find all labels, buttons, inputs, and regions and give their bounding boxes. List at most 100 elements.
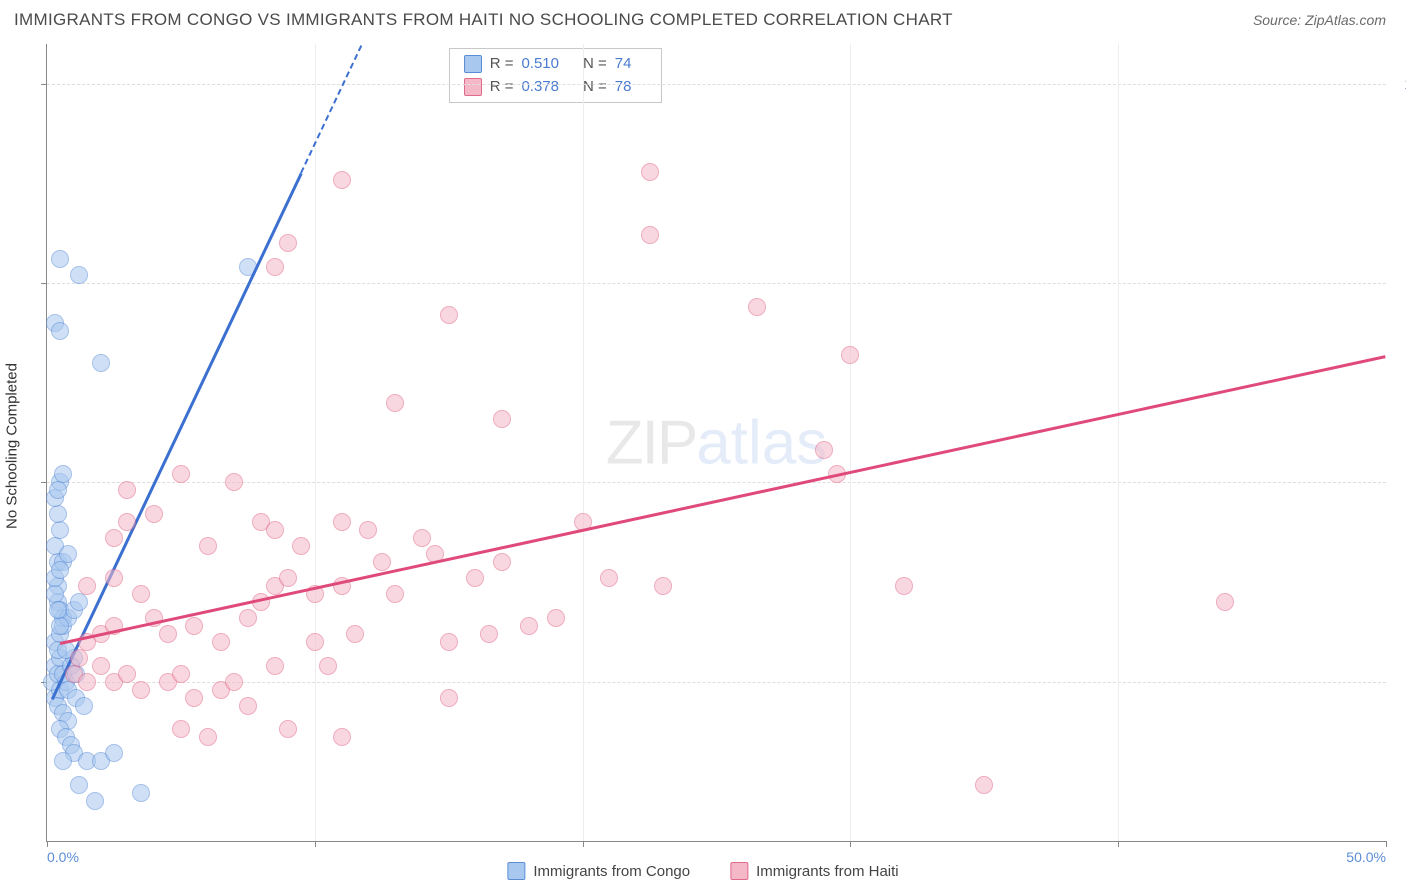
scatter-point: [59, 545, 77, 563]
chart-title: IMMIGRANTS FROM CONGO VS IMMIGRANTS FROM…: [14, 10, 953, 30]
scatter-point: [386, 585, 404, 603]
x-tick-mark: [1386, 841, 1387, 847]
scatter-point: [641, 163, 659, 181]
stat-r-label: R =: [490, 76, 514, 99]
scatter-point: [51, 561, 69, 579]
legend-swatch: [730, 862, 748, 880]
scatter-point: [159, 625, 177, 643]
y-tick-mark: [41, 283, 47, 284]
legend-label: Immigrants from Congo: [533, 863, 690, 880]
scatter-point: [49, 601, 67, 619]
scatter-point: [440, 306, 458, 324]
scatter-point: [319, 657, 337, 675]
y-tick-label: 7.5%: [1394, 275, 1406, 291]
scatter-point: [493, 410, 511, 428]
scatter-point: [212, 633, 230, 651]
scatter-point: [172, 465, 190, 483]
scatter-point: [600, 569, 618, 587]
scatter-point: [132, 681, 150, 699]
scatter-point: [748, 298, 766, 316]
scatter-point: [185, 689, 203, 707]
scatter-point: [279, 234, 297, 252]
stats-legend-box: R =0.510N =74R =0.378N =78: [449, 48, 663, 103]
stat-n-label: N =: [583, 53, 607, 76]
scatter-point: [333, 513, 351, 531]
legend-swatch: [464, 55, 482, 73]
scatter-point: [466, 569, 484, 587]
scatter-point: [132, 585, 150, 603]
scatter-point: [172, 720, 190, 738]
scatter-point: [373, 553, 391, 571]
scatter-point: [92, 657, 110, 675]
scatter-point: [520, 617, 538, 635]
scatter-point: [105, 529, 123, 547]
y-tick-mark: [41, 482, 47, 483]
scatter-point: [266, 258, 284, 276]
scatter-point: [118, 481, 136, 499]
scatter-point: [641, 226, 659, 244]
scatter-point: [70, 649, 88, 667]
scatter-point: [225, 473, 243, 491]
stat-n-value: 74: [615, 53, 632, 76]
scatter-point: [493, 553, 511, 571]
gridline-v: [583, 44, 584, 841]
scatter-point: [118, 513, 136, 531]
scatter-point: [49, 505, 67, 523]
watermark: ZIPatlas: [606, 407, 827, 478]
scatter-point: [54, 752, 72, 770]
scatter-point: [895, 577, 913, 595]
stat-r-value: 0.378: [521, 76, 559, 99]
scatter-point: [75, 697, 93, 715]
scatter-point: [199, 537, 217, 555]
legend-item: Immigrants from Haiti: [730, 862, 899, 880]
stats-row: R =0.510N =74: [464, 53, 648, 76]
scatter-point: [70, 593, 88, 611]
scatter-point: [815, 441, 833, 459]
x-tick-label: 50.0%: [1346, 849, 1386, 865]
y-axis-label: No Schooling Completed: [4, 363, 21, 529]
stat-r-label: R =: [490, 53, 514, 76]
x-tick-mark: [1118, 841, 1119, 847]
legend-item: Immigrants from Congo: [507, 862, 690, 880]
scatter-point: [51, 322, 69, 340]
scatter-point: [172, 665, 190, 683]
legend-label: Immigrants from Haiti: [756, 863, 899, 880]
scatter-point: [386, 394, 404, 412]
scatter-point: [118, 665, 136, 683]
scatter-point: [86, 792, 104, 810]
scatter-point: [132, 784, 150, 802]
y-tick-label: 10.0%: [1394, 76, 1406, 92]
scatter-point: [547, 609, 565, 627]
trend-line: [60, 355, 1386, 644]
scatter-point: [239, 697, 257, 715]
scatter-point: [440, 689, 458, 707]
scatter-point: [975, 776, 993, 794]
stats-row: R =0.378N =78: [464, 76, 648, 99]
scatter-point: [654, 577, 672, 595]
scatter-point: [359, 521, 377, 539]
gridline-v: [850, 44, 851, 841]
scatter-point: [266, 521, 284, 539]
scatter-point: [333, 728, 351, 746]
scatter-point: [480, 625, 498, 643]
bottom-legend: Immigrants from Congo Immigrants from Hai…: [507, 862, 898, 880]
scatter-point: [145, 505, 163, 523]
scatter-point: [292, 537, 310, 555]
scatter-point: [841, 346, 859, 364]
scatter-plot-area: ZIPatlas R =0.510N =74R =0.378N =78 2.5%…: [46, 44, 1386, 842]
gridline-h: [47, 84, 1386, 85]
scatter-point: [78, 577, 96, 595]
scatter-point: [185, 617, 203, 635]
legend-swatch: [507, 862, 525, 880]
scatter-point: [92, 354, 110, 372]
x-tick-mark: [315, 841, 316, 847]
scatter-point: [199, 728, 217, 746]
scatter-point: [239, 609, 257, 627]
x-tick-mark: [47, 841, 48, 847]
gridline-v: [1118, 44, 1119, 841]
x-tick-mark: [583, 841, 584, 847]
y-tick-label: 2.5%: [1394, 674, 1406, 690]
x-tick-label: 0.0%: [47, 849, 79, 865]
gridline-h: [47, 682, 1386, 683]
chart-header: IMMIGRANTS FROM CONGO VS IMMIGRANTS FROM…: [0, 0, 1406, 36]
